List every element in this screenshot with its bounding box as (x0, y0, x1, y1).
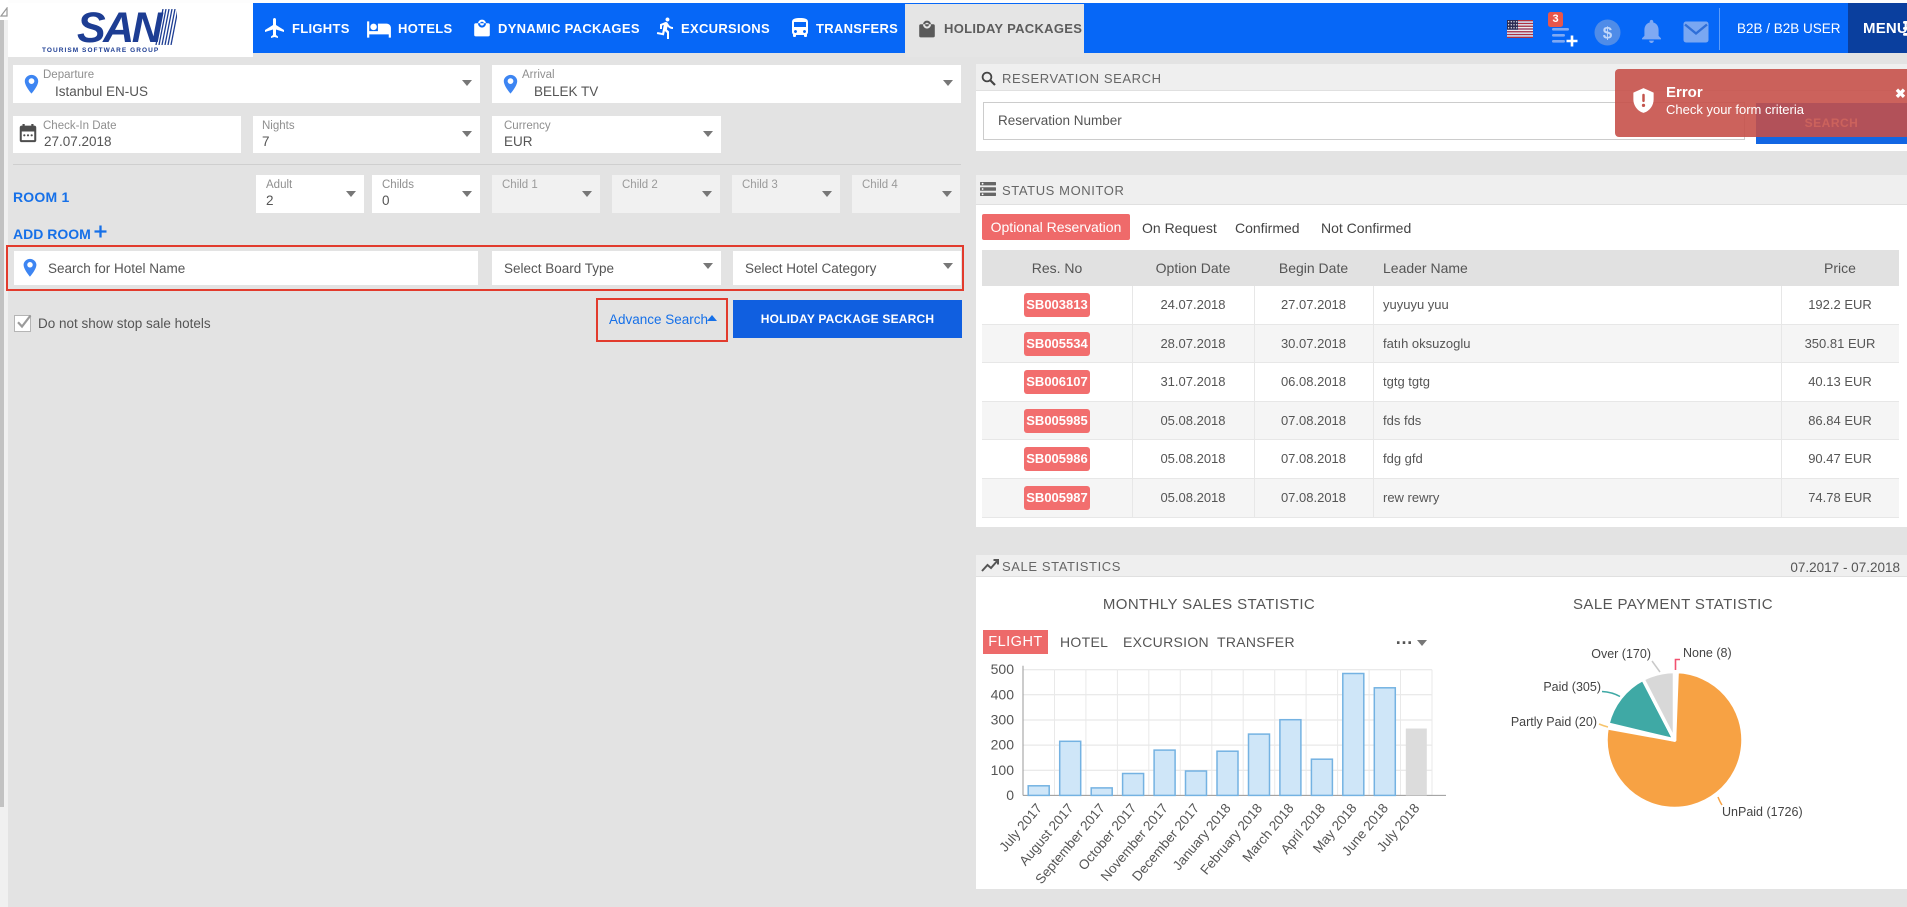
svg-text:400: 400 (991, 686, 1015, 702)
svg-text:100: 100 (991, 762, 1015, 778)
svg-text:500: 500 (991, 661, 1015, 677)
svg-text:Paid (305): Paid (305) (1543, 680, 1601, 694)
svg-text:UnPaid (1726): UnPaid (1726) (1722, 805, 1803, 819)
svg-text:300: 300 (991, 712, 1015, 728)
svg-text:Over (170): Over (170) (1591, 647, 1651, 661)
svg-text:200: 200 (991, 737, 1015, 753)
svg-text:None (8): None (8) (1683, 646, 1732, 660)
svg-text:$: $ (1603, 24, 1613, 43)
svg-text:0: 0 (1006, 787, 1014, 803)
svg-text:Partly Paid (20): Partly Paid (20) (1511, 715, 1597, 729)
